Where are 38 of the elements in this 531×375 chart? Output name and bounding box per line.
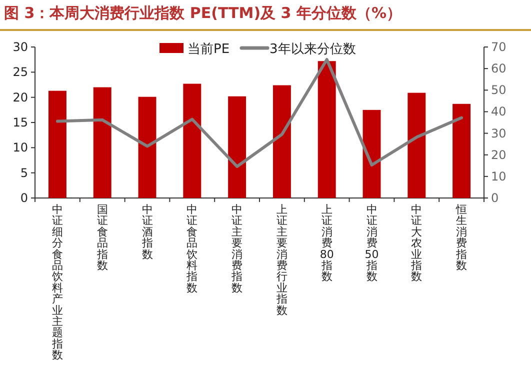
legend-label: 3年以来分位数 [270,42,356,57]
x-tick-label: 中证消费50指数 [364,203,379,284]
y2-tick-label: 40 [491,104,506,119]
y-tick-label: 15 [12,116,28,130]
x-tick-label: 中证酒指数 [140,203,153,261]
bar [228,96,246,198]
category-label: 上证主要消费行业指数 [276,203,288,317]
x-tick-label: 中证食品饮料指数 [186,203,198,294]
y-tick-label: 0 [20,191,28,205]
legend-label: 当前PE [188,42,230,57]
y2-tick-label: 50 [491,83,506,98]
bar [183,84,202,198]
chart-title: 图 3：本周大消费行业指数 PE(TTM)及 3 年分位数（%） [4,4,402,23]
y2-tick-label: 30 [491,126,506,140]
y-tick-label: 30 [12,40,28,54]
category-label: 中证细分食品饮料产业主题指数 [52,203,63,362]
bar [93,87,112,198]
y-tick-label: 25 [12,65,28,80]
y-tick-label: 20 [12,90,28,104]
x-tick-label: 恒生消费指数 [455,203,468,272]
y2-tick-label: 60 [491,62,506,76]
y2-tick-label: 70 [491,40,506,54]
y-tick-label: 10 [12,140,28,155]
bar [408,92,426,198]
bar [318,61,336,198]
x-tick-label: 中证主要消费指数 [230,203,243,294]
bar [272,85,291,198]
x-tick-label: 上证消费80指数 [320,203,334,284]
bar [362,110,381,198]
y2-tick-label: 10 [491,169,506,184]
bar [452,104,471,198]
x-tick-label: 中证大农业指数 [410,203,422,284]
bar [48,90,66,198]
y-tick-label: 5 [20,166,28,180]
y2-tick-label: 0 [491,191,499,205]
y2-tick-label: 20 [491,148,506,162]
bar [138,96,156,198]
x-tick-label: 国证食品指数 [96,203,108,272]
